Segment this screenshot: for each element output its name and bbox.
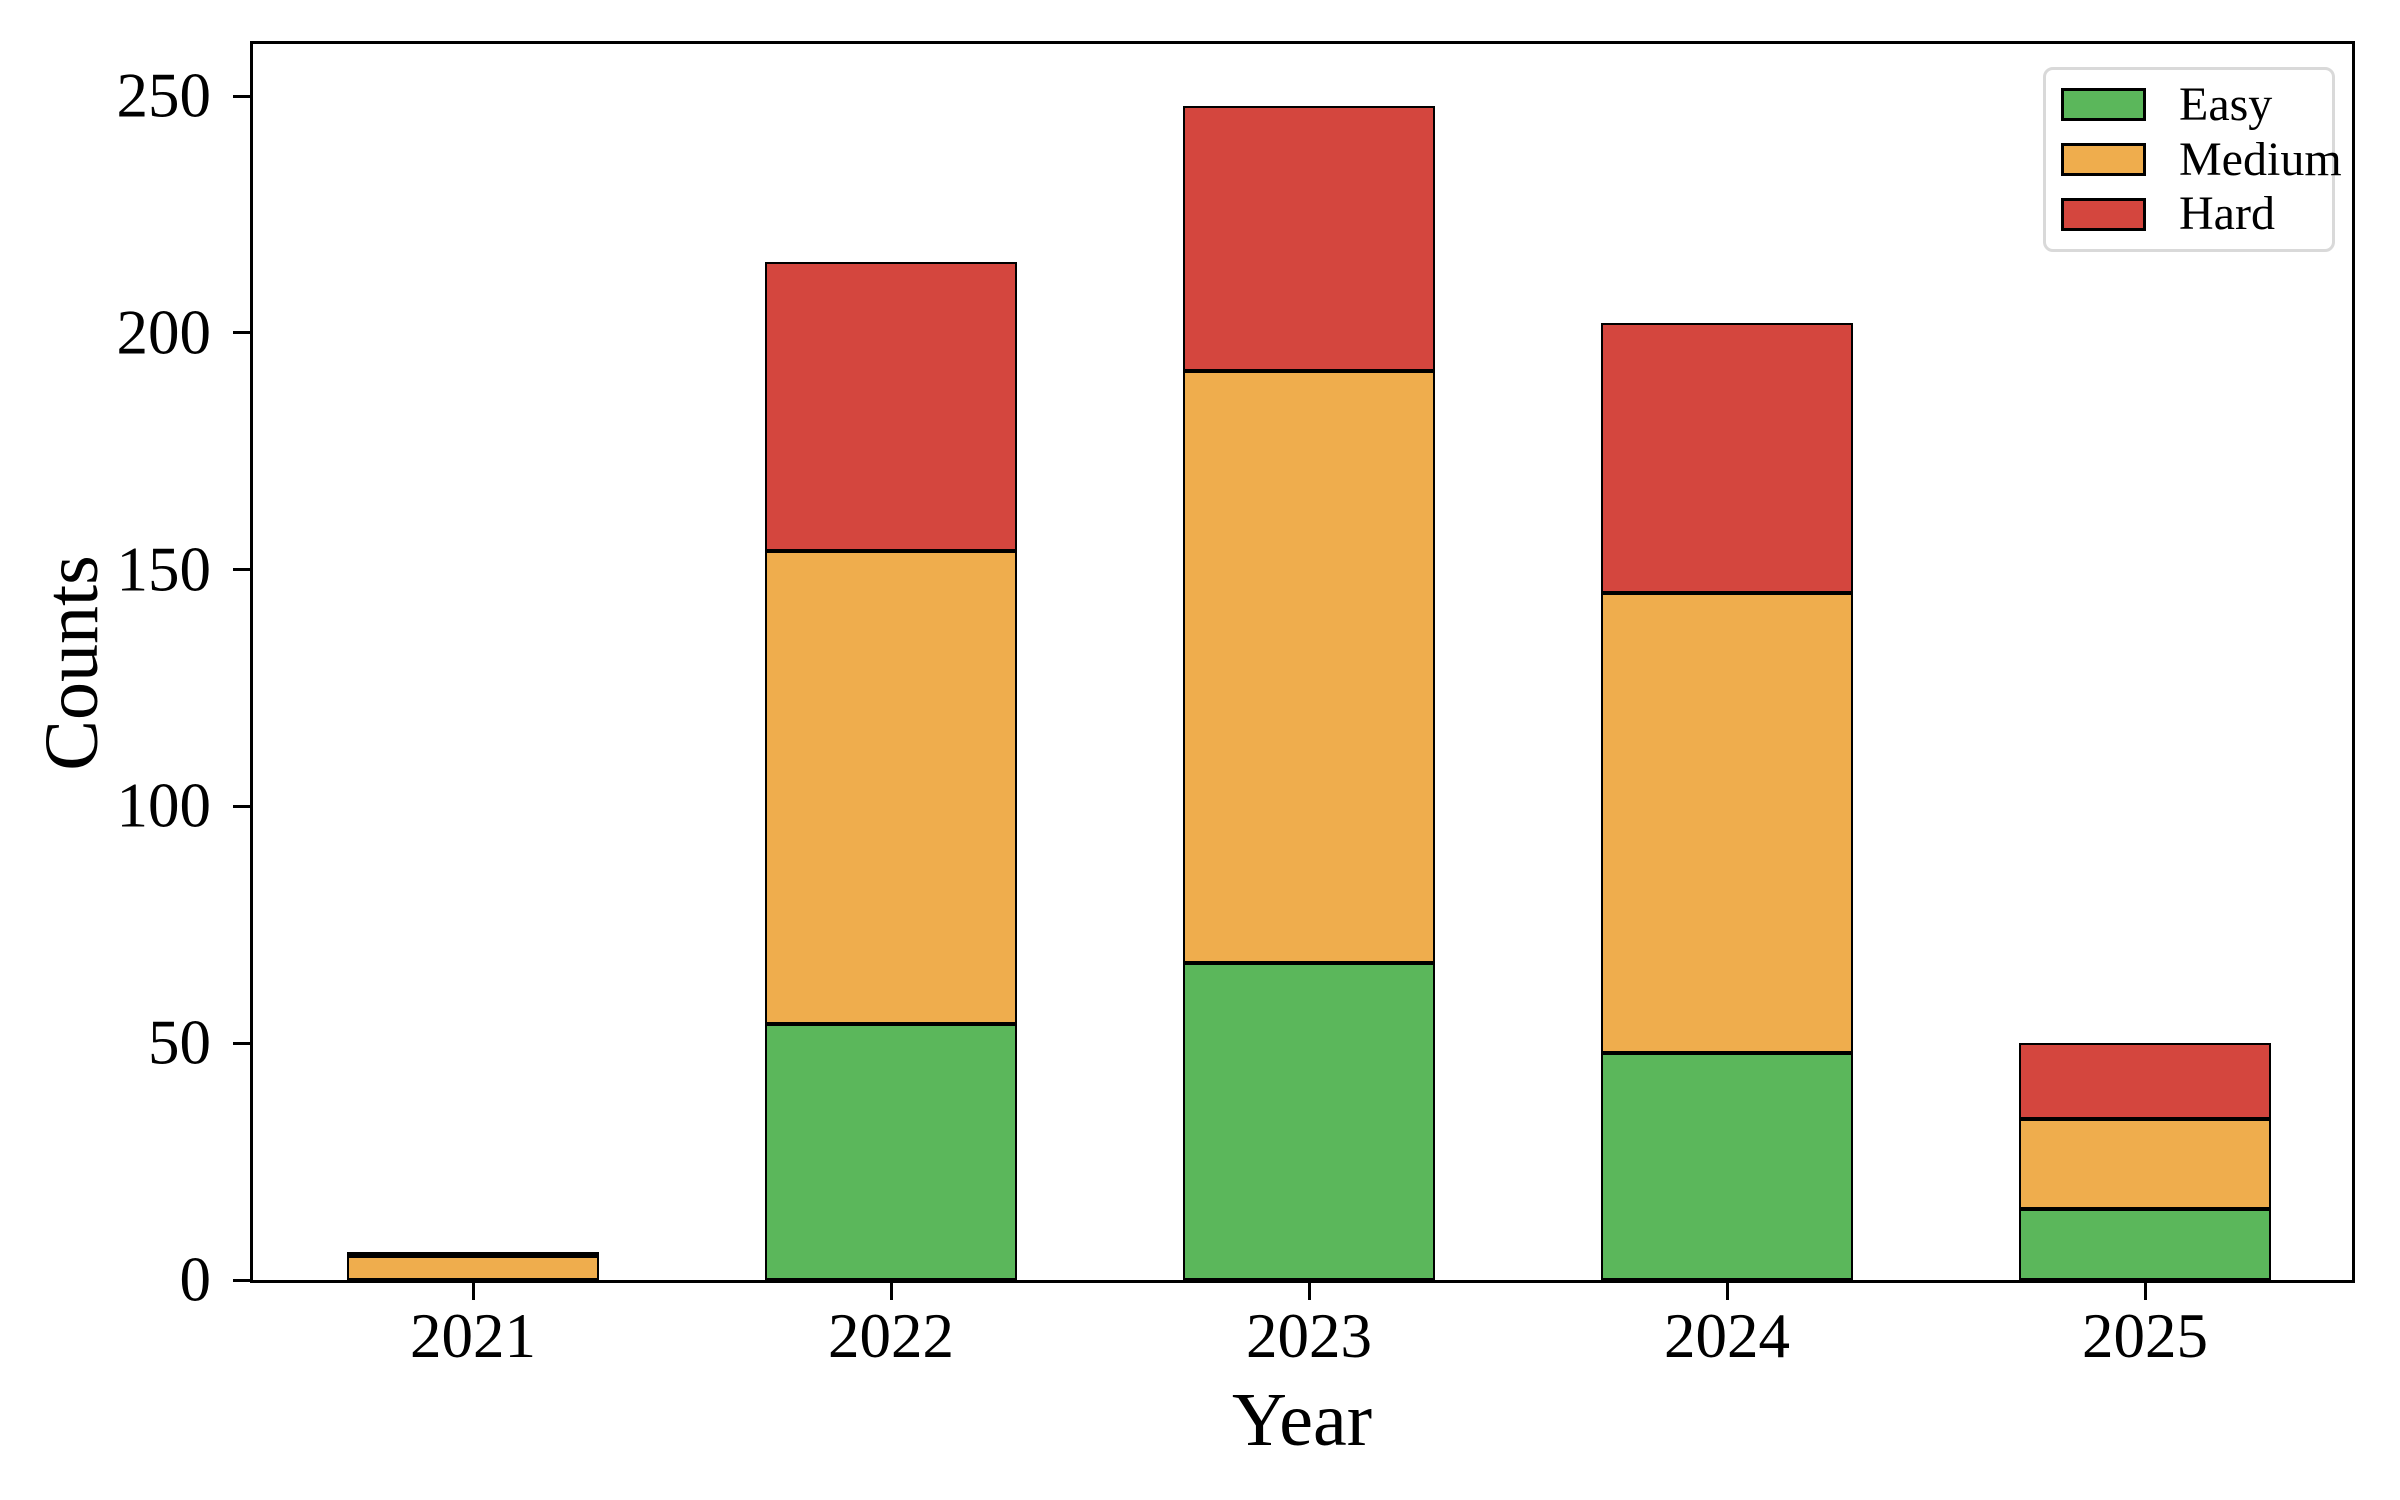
y-tick-250 (233, 94, 250, 98)
y-tick-150 (233, 568, 250, 572)
bar-segment-2024-medium (1601, 593, 1853, 1053)
bar-segment-2025-medium (2019, 1118, 2271, 1209)
y-tick-label-200: 200 (116, 297, 212, 368)
legend-label-easy: Easy (2179, 77, 2273, 131)
y-tick-label-100: 100 (116, 770, 212, 841)
bar-segment-2023-hard (1183, 105, 1435, 371)
x-tick-label-2024: 2024 (1664, 1301, 1790, 1371)
legend-swatch-easy (2061, 88, 2146, 122)
bar-segment-2025-hard (2019, 1043, 2271, 1119)
x-tick-2021 (471, 1283, 475, 1300)
bar-segment-2022-easy (765, 1024, 1017, 1280)
bar-segment-2024-hard (1601, 323, 1853, 594)
bar-segment-2022-hard (765, 261, 1017, 551)
x-axis-label: Year (1231, 1378, 1373, 1462)
y-tick-label-150: 150 (116, 534, 212, 605)
bar-segment-2024-easy (1601, 1052, 1853, 1280)
x-tick-2025 (2143, 1283, 2147, 1300)
bar-segment-2021-hard (347, 1251, 599, 1257)
legend-swatch-hard (2061, 197, 2146, 231)
x-tick-label-2021: 2021 (410, 1301, 536, 1371)
bar-segment-2023-medium (1183, 370, 1435, 963)
y-tick-label-0: 0 (179, 1244, 212, 1315)
y-tick-label-250: 250 (116, 60, 212, 131)
y-tick-label-50: 50 (148, 1007, 211, 1078)
x-tick-2024 (1725, 1283, 1729, 1300)
x-tick-label-2025: 2025 (2082, 1301, 2208, 1371)
legend: Easy Medium Hard (2043, 67, 2342, 252)
y-tick-200 (233, 331, 250, 335)
x-tick-2022 (889, 1283, 893, 1300)
legend-item-medium: Medium (2046, 135, 2342, 184)
legend-label-hard: Hard (2179, 187, 2275, 241)
y-tick-100 (233, 804, 250, 808)
y-tick-0 (233, 1278, 250, 1282)
bar-segment-2023-easy (1183, 962, 1435, 1280)
bar-segment-2025-easy (2019, 1208, 2271, 1280)
bar-segment-2022-medium (765, 550, 1017, 1025)
legend-item-hard: Hard (2046, 190, 2332, 238)
legend-swatch-medium (2061, 143, 2146, 176)
x-tick-2023 (1307, 1283, 1311, 1300)
plot-area (250, 41, 2355, 1283)
legend-item-easy: Easy (2046, 77, 2332, 131)
legend-label-medium: Medium (2179, 132, 2342, 186)
x-tick-label-2023: 2023 (1246, 1301, 1372, 1371)
x-tick-label-2022: 2022 (828, 1301, 954, 1371)
y-tick-50 (233, 1041, 250, 1045)
bar-segment-2021-medium (347, 1256, 599, 1280)
y-axis-label: Counts (30, 555, 114, 771)
